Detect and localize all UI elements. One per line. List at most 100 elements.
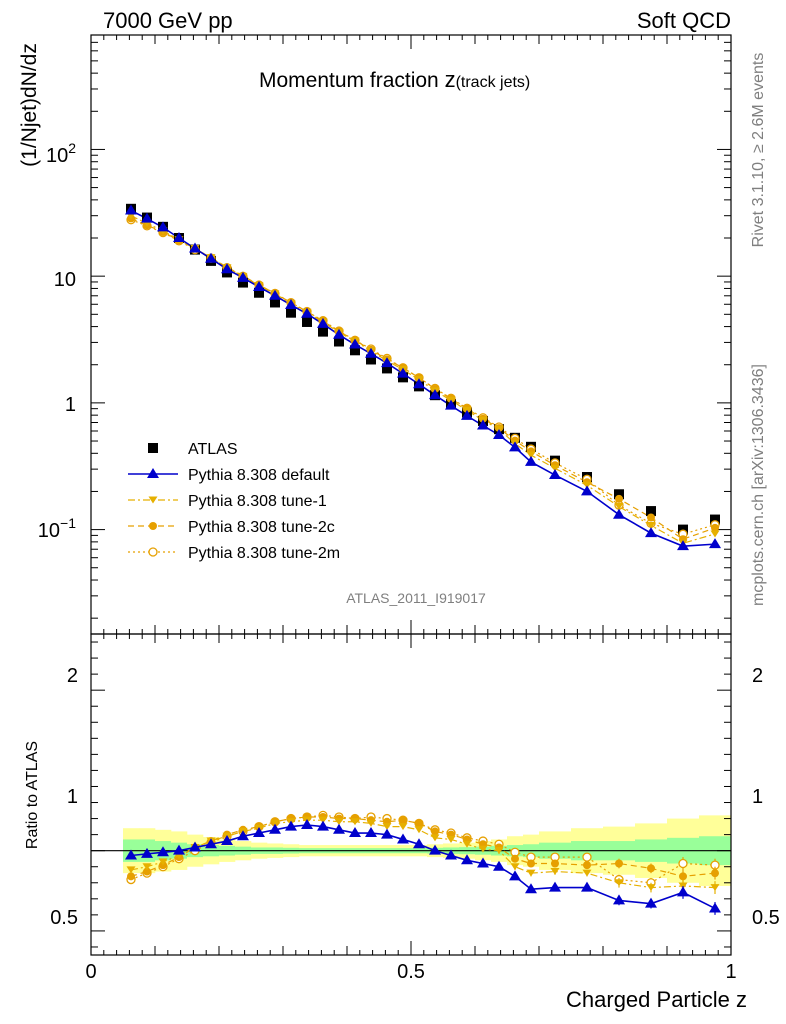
series-marker [477,419,489,430]
data-point [238,277,248,288]
series-marker [710,530,720,538]
series-marker [381,357,393,368]
ratio-marker [125,849,137,860]
series-marker [157,221,169,232]
ratio-marker [615,859,623,868]
ratio-marker [397,833,409,844]
legend-symbol [148,496,158,504]
ratio-marker [647,864,655,873]
legend-label: Pythia 8.308 tune-2c [188,519,335,536]
series-marker [237,271,249,282]
chart-marks [90,34,732,956]
ratio-marker [549,881,561,892]
ratio-marker [582,852,592,862]
series-marker [614,503,624,511]
legend-label: Pythia 8.308 tune-1 [188,493,327,510]
y-tick-label: 102 [46,140,76,167]
ratio-tick-label-right: 2 [752,665,763,687]
title-variable: z [445,67,456,92]
legend-symbol [148,443,158,453]
data-point [254,287,264,298]
data-point [334,336,344,347]
legend-symbol [148,547,158,557]
series-marker [413,378,425,389]
y-axis-label: (1/Njet)dN/dz [18,43,41,167]
ratio-marker [509,870,521,881]
data-point [270,297,280,308]
ratio-marker [253,827,265,838]
ratio-marker [462,840,472,848]
ratio-marker [525,883,537,894]
ratio-marker [285,820,297,831]
source-label: mcplots.cern.ch [arXiv:1306.3436] [750,364,767,606]
ratio-marker [205,838,217,849]
ratio-marker [478,845,488,853]
ratio-marker [710,884,720,892]
series-marker [677,540,689,551]
series-marker [269,289,281,300]
series-marker [615,494,623,503]
series-marker [581,485,593,496]
ratio-marker [550,868,560,876]
data-point [318,326,328,337]
ratio-marker [461,854,473,865]
legend-label: Pythia 8.308 tune-2m [188,545,340,562]
ratio-marker [510,863,520,871]
series-marker [333,328,345,339]
y-tick-label: 10−1 [38,515,76,542]
ratio-marker [583,861,591,870]
ratio-marker [349,827,361,838]
series-marker [365,347,377,358]
ratio-tick-label: 0.5 [50,907,78,929]
data-point [366,354,376,365]
main-frame [90,34,732,635]
ratio-marker [494,847,504,855]
series-marker [317,317,329,328]
ratio-marker [709,902,721,913]
series-marker [646,521,656,529]
ratio-frame [90,633,732,956]
ratio-marker [269,823,281,834]
legend-label: Pythia 8.308 default [188,467,330,484]
ratio-marker [413,838,425,849]
ratio-marker [333,823,345,834]
ratio-marker [141,847,153,858]
ratio-tick-label: 2 [67,665,78,687]
ratio-marker [237,830,249,841]
ratio-marker [527,859,535,868]
ratio-marker [430,834,440,842]
ratio-marker [511,854,519,863]
legend-label: ATLAS [188,441,238,458]
ratio-marker [445,849,457,860]
ratio-marker [301,818,313,829]
series-marker [429,389,441,400]
series-marker [189,242,201,253]
series-marker [711,523,719,532]
ratio-marker [382,823,392,831]
x-tick-label: 0 [85,961,96,983]
ratio-marker [127,872,135,881]
ratio-marker [399,816,407,825]
x-axis-label: Charged Particle z [566,987,747,1012]
series-marker [253,280,265,291]
ratio-marker [613,894,625,905]
data-point [646,506,656,517]
series-marker [526,451,536,459]
ratio-marker [446,835,456,843]
series-marker [509,441,521,452]
series-marker [709,538,721,549]
ratio-tick-label: 1 [67,786,78,808]
ratio-marker [334,818,344,826]
series-marker [461,409,473,420]
ratio-marker [679,872,687,881]
ratio-marker [582,869,592,877]
ratio-marker [429,844,441,855]
analysis-label: ATLAS_2011_I919017 [346,590,486,606]
ratio-marker [711,869,719,878]
ratio-marker [126,866,136,874]
data-point [614,489,624,500]
ratio-marker [414,826,424,834]
ratio-marker [493,860,505,871]
ratio-marker [477,857,489,868]
legend-symbol [149,522,157,530]
